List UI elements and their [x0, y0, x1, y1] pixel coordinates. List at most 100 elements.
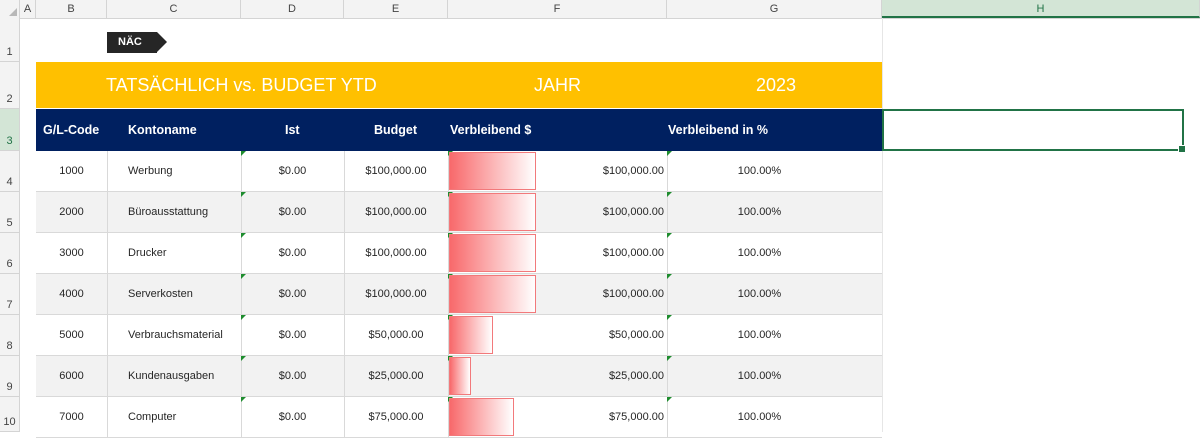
actual-cell[interactable]: $0.00 [278, 288, 307, 300]
cell-divider [667, 233, 668, 273]
actual-cell[interactable]: $0.00 [278, 411, 307, 423]
budget-cell[interactable]: $100,000.00 [365, 288, 427, 300]
row-header-7[interactable]: 7 [0, 274, 20, 315]
data-bar [449, 234, 536, 272]
gl-code-cell[interactable]: 1000 [59, 165, 84, 177]
table-row: 4000 Serverkosten $0.00 $100,000.00 $100,000… [36, 274, 882, 315]
note-indicator-icon [667, 192, 672, 197]
year-value[interactable]: 2023 [756, 75, 797, 95]
column-header-d[interactable]: D [241, 0, 344, 18]
select-all-corner[interactable] [0, 0, 20, 18]
budget-cell[interactable]: $100,000.00 [365, 165, 427, 177]
column-header-c[interactable]: C [107, 0, 241, 18]
remaining-percent-cell[interactable]: 100.00% [737, 370, 782, 382]
account-name-cell[interactable]: Büroausstattung [128, 206, 209, 218]
cell-divider [107, 315, 108, 355]
cell-divider [344, 151, 345, 191]
account-name-cell[interactable]: Serverkosten [128, 288, 193, 300]
row-header-4[interactable]: 4 [0, 151, 20, 192]
note-indicator-icon [667, 274, 672, 279]
note-indicator-icon [667, 397, 672, 402]
header-actual: Ist [285, 123, 300, 137]
row-header-6[interactable]: 6 [0, 233, 20, 274]
row-header-10[interactable]: 10 [0, 397, 20, 432]
cell-divider [241, 151, 242, 191]
data-bar [449, 398, 514, 436]
cell-divider [241, 315, 242, 355]
budget-cell[interactable]: $100,000.00 [365, 206, 427, 218]
cell-divider [448, 192, 449, 232]
row-header-3[interactable]: 3 [0, 109, 20, 151]
cell-divider [448, 397, 449, 437]
cell-divider [667, 356, 668, 396]
remaining-percent-cell[interactable]: 100.00% [737, 411, 782, 423]
budget-cell[interactable]: $75,000.00 [368, 411, 424, 423]
remaining-dollar-cell[interactable]: $100,000.00 [602, 247, 664, 259]
selected-cell-h3[interactable] [882, 109, 1186, 153]
gl-code-cell[interactable]: 5000 [59, 329, 84, 341]
row-header-2[interactable]: 2 [0, 62, 20, 109]
actual-cell[interactable]: $0.00 [278, 329, 307, 341]
account-name-cell[interactable]: Verbrauchsmaterial [128, 329, 223, 341]
data-bar [449, 357, 471, 395]
year-label: JAHR [534, 75, 582, 95]
gl-code-cell[interactable]: 3000 [59, 247, 84, 259]
row-header-9[interactable]: 9 [0, 356, 20, 397]
note-indicator-icon [667, 356, 672, 361]
remaining-percent-cell[interactable]: 100.00% [737, 165, 782, 177]
gl-code-cell[interactable]: 4000 [59, 288, 84, 300]
gl-code-cell[interactable]: 2000 [59, 206, 84, 218]
actual-cell[interactable]: $0.00 [278, 206, 307, 218]
cell-divider [107, 192, 108, 232]
actual-cell[interactable]: $0.00 [278, 247, 307, 259]
note-indicator-icon [241, 151, 246, 156]
remaining-dollar-cell[interactable]: $25,000.00 [608, 370, 664, 382]
row-header-8[interactable]: 8 [0, 315, 20, 356]
cell-divider [241, 192, 242, 232]
row-header-5[interactable]: 5 [0, 192, 20, 233]
remaining-percent-cell[interactable]: 100.00% [737, 206, 782, 218]
column-header-f[interactable]: F [448, 0, 667, 18]
header-account-name: Kontoname [128, 123, 197, 137]
header-gl-code: G/L-Code [43, 123, 100, 137]
gl-code-cell[interactable]: 6000 [59, 370, 84, 382]
remaining-percent-cell[interactable]: 100.00% [737, 329, 782, 341]
column-header-e[interactable]: E [344, 0, 448, 18]
account-name-cell[interactable]: Computer [128, 411, 177, 423]
table-row: 6000 Kundenausgaben $0.00 $25,000.00 $25,000… [36, 356, 882, 397]
column-header-h[interactable]: H [882, 0, 1200, 18]
remaining-dollar-cell[interactable]: $100,000.00 [602, 206, 664, 218]
budget-cell[interactable]: $25,000.00 [368, 370, 424, 382]
remaining-dollar-cell[interactable]: $50,000.00 [608, 329, 664, 341]
note-indicator-icon [241, 397, 246, 402]
column-header-b[interactable]: B [36, 0, 107, 18]
remaining-dollar-cell[interactable]: $75,000.00 [608, 411, 664, 423]
cell-divider [344, 233, 345, 273]
cell-divider [107, 274, 108, 314]
column-header-bar: A B C D E F G H [0, 0, 1200, 19]
remaining-percent-cell[interactable]: 100.00% [737, 247, 782, 259]
remaining-percent-cell[interactable]: 100.00% [737, 288, 782, 300]
row-header-1[interactable]: 1 [0, 18, 20, 62]
remaining-dollar-cell[interactable]: $100,000.00 [602, 288, 664, 300]
actual-cell[interactable]: $0.00 [278, 370, 307, 382]
nav-button[interactable]: NÄC [107, 32, 167, 53]
account-name-cell[interactable]: Kundenausgaben [128, 370, 215, 382]
account-name-cell[interactable]: Drucker [128, 247, 167, 259]
table-row: 2000 Büroausstattung $0.00 $100,000.00 $100,… [36, 192, 882, 233]
note-indicator-icon [241, 233, 246, 238]
budget-cell[interactable]: $50,000.00 [368, 329, 424, 341]
budget-cell[interactable]: $100,000.00 [365, 247, 427, 259]
cell-divider [241, 397, 242, 437]
note-indicator-icon [241, 192, 246, 197]
actual-cell[interactable]: $0.00 [278, 165, 307, 177]
data-bar [449, 316, 493, 354]
header-remaining-percent: Verbleibend in % [668, 123, 769, 137]
table-row: 1000 Werbung $0.00 $100,000.00 $100,000.00 10… [36, 151, 882, 192]
note-indicator-icon [241, 274, 246, 279]
column-header-a[interactable]: A [20, 0, 36, 18]
column-header-g[interactable]: G [667, 0, 882, 18]
remaining-dollar-cell[interactable]: $100,000.00 [602, 165, 664, 177]
account-name-cell[interactable]: Werbung [128, 165, 173, 177]
gl-code-cell[interactable]: 7000 [59, 411, 84, 423]
